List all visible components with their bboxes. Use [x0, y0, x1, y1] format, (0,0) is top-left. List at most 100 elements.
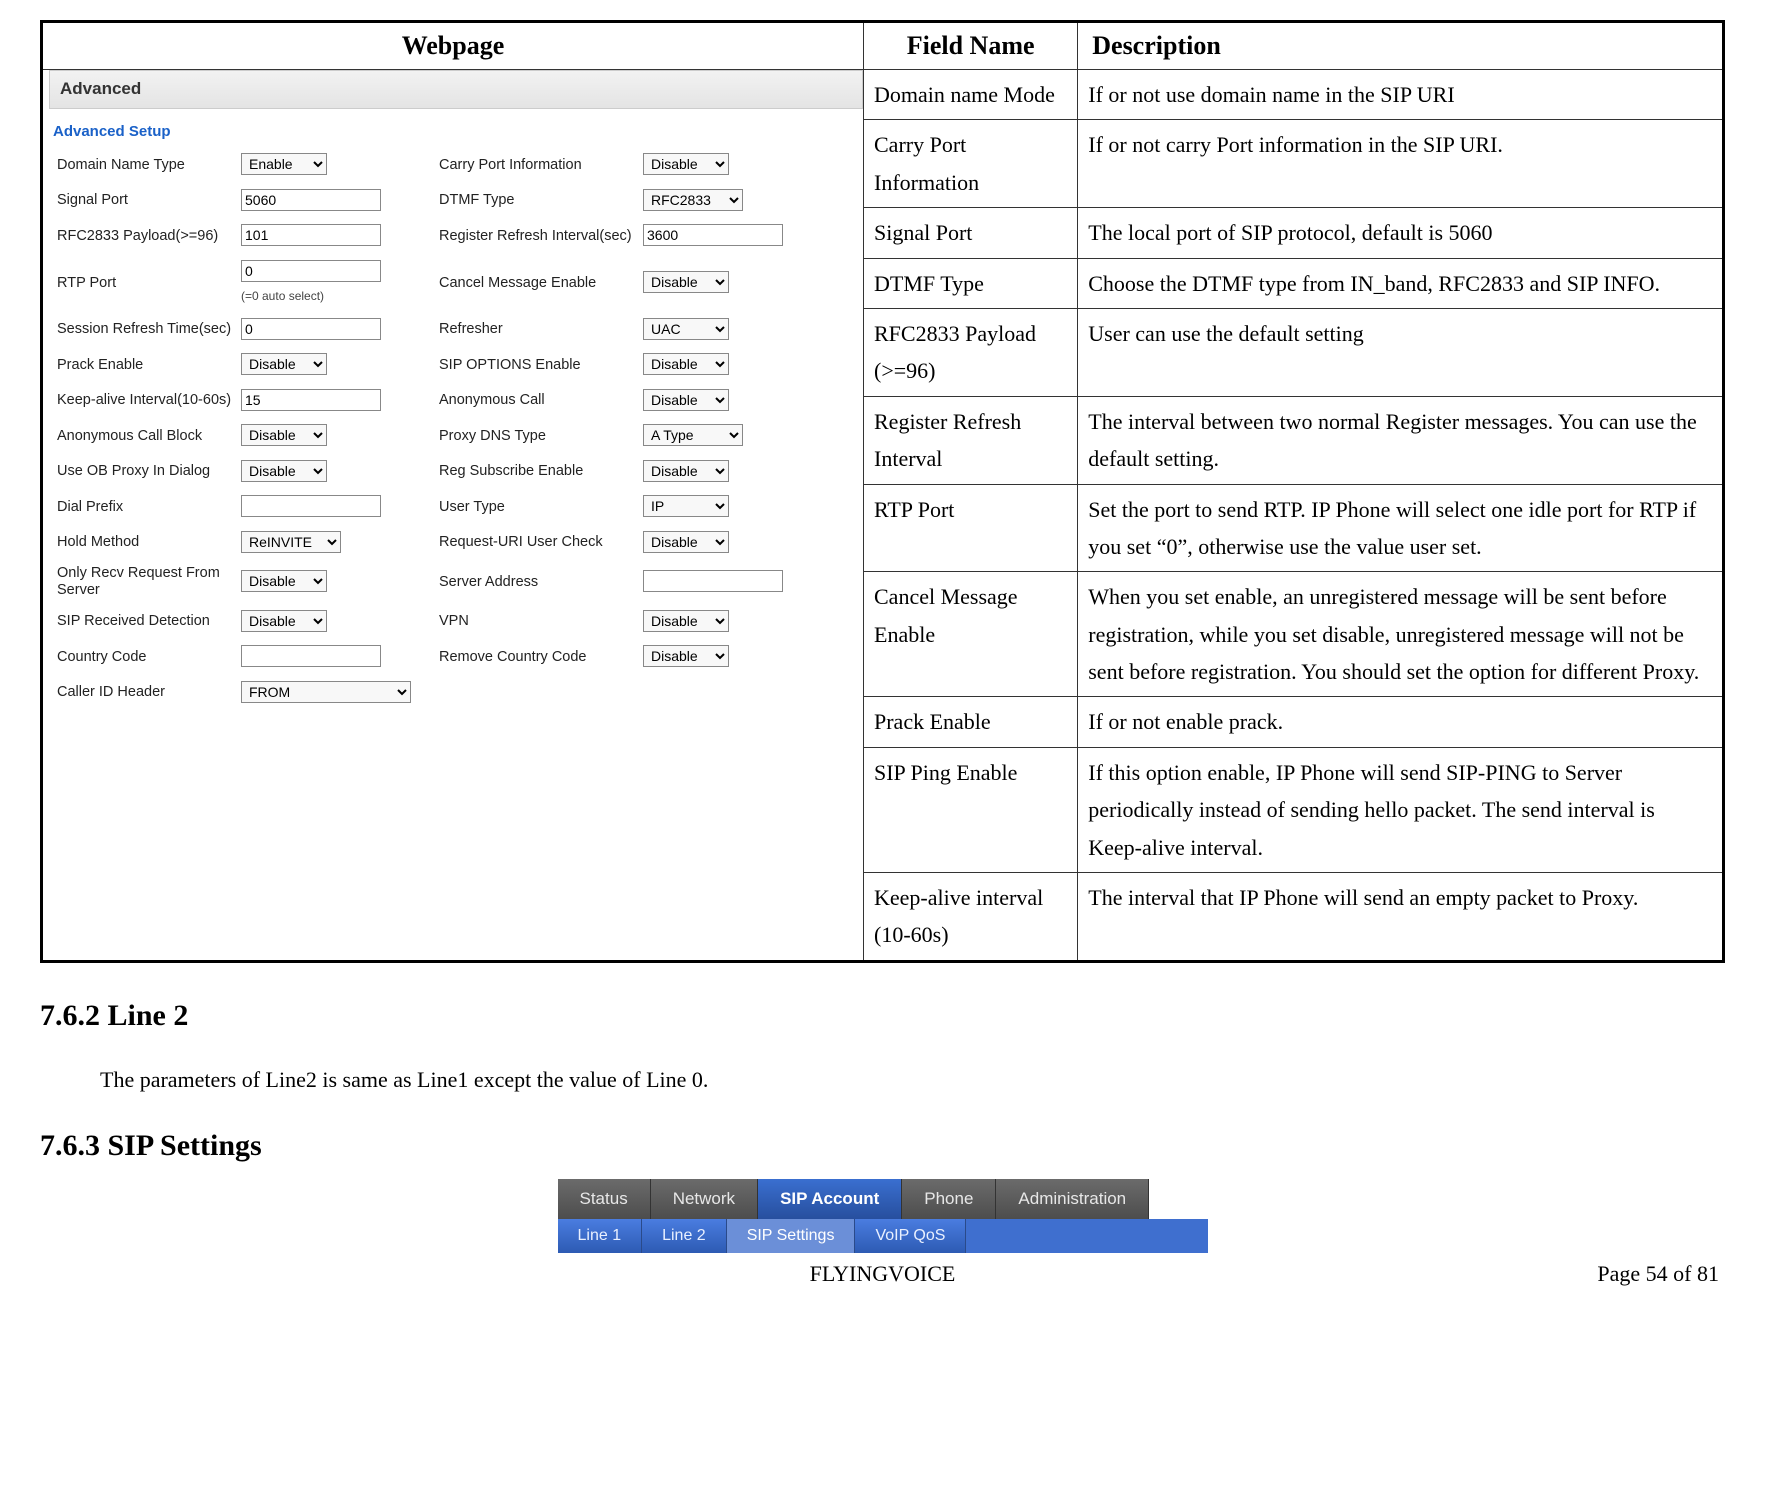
- form-label: VPN: [439, 613, 639, 630]
- page-footer: FLYINGVOICE Page 54 of 81: [40, 1261, 1725, 1287]
- description-cell: The local port of SIP protocol, default …: [1078, 208, 1724, 258]
- form-select[interactable]: Disable: [241, 610, 327, 632]
- form-label: Keep-alive Interval(10-60s): [57, 392, 237, 409]
- form-input[interactable]: [241, 389, 381, 411]
- form-select[interactable]: UAC: [643, 318, 729, 340]
- form-label: Country Code: [57, 649, 237, 666]
- form-label: Request-URI User Check: [439, 534, 639, 551]
- advanced-panel: AdvancedAdvanced Setup Domain Name TypeEn…: [43, 70, 863, 725]
- form-input[interactable]: [241, 645, 381, 667]
- form-label: Caller ID Header: [57, 684, 237, 701]
- form-input[interactable]: [241, 260, 381, 282]
- field-name-cell: RTP Port: [864, 484, 1078, 572]
- form-label: Proxy DNS Type: [439, 428, 639, 445]
- form-label: SIP Received Detection: [57, 613, 237, 630]
- form-select[interactable]: Disable: [643, 353, 729, 375]
- form-label: Reg Subscribe Enable: [439, 463, 639, 480]
- form-select[interactable]: RFC2833: [643, 189, 743, 211]
- field-name-cell: RFC2833 Payload (>=96): [864, 308, 1078, 396]
- description-cell: If this option enable, IP Phone will sen…: [1078, 747, 1724, 872]
- section-heading-762: 7.6.2 Line 2: [40, 999, 1725, 1033]
- field-name-cell: Domain name Mode: [864, 70, 1078, 120]
- field-name-cell: SIP Ping Enable: [864, 747, 1078, 872]
- sip-settings-tabs-screenshot: StatusNetworkSIP AccountPhoneAdministrat…: [558, 1179, 1208, 1253]
- form-select[interactable]: Disable: [643, 153, 729, 175]
- form-select[interactable]: Disable: [643, 389, 729, 411]
- form-label: Cancel Message Enable: [439, 275, 639, 292]
- main-tab[interactable]: Phone: [902, 1179, 996, 1219]
- section-body-762: The parameters of Line2 is same as Line1…: [100, 1067, 1725, 1093]
- col-webpage: Webpage: [42, 22, 864, 70]
- form-input[interactable]: [241, 495, 381, 517]
- main-tab[interactable]: SIP Account: [758, 1179, 902, 1219]
- col-fieldname: Field Name: [864, 22, 1078, 70]
- form-select[interactable]: Disable: [643, 531, 729, 553]
- field-name-cell: Cancel Message Enable: [864, 572, 1078, 697]
- description-cell: Choose the DTMF type from IN_band, RFC28…: [1078, 258, 1724, 308]
- form-label: Anonymous Call: [439, 392, 639, 409]
- field-name-cell: DTMF Type: [864, 258, 1078, 308]
- footer-page: Page 54 of 81: [955, 1261, 1719, 1287]
- form-label: Signal Port: [57, 192, 237, 209]
- field-description-table: Webpage Field Name Description AdvancedA…: [40, 20, 1725, 963]
- sub-tab[interactable]: Line 2: [642, 1219, 727, 1253]
- field-name-cell: Carry Port Information: [864, 120, 1078, 208]
- form-label: RTP Port: [57, 275, 237, 292]
- form-select[interactable]: FROM: [241, 681, 411, 703]
- form-input[interactable]: [241, 318, 381, 340]
- form-select[interactable]: Disable: [241, 460, 327, 482]
- form-select[interactable]: Disable: [241, 353, 327, 375]
- description-cell: If or not enable prack.: [1078, 697, 1724, 747]
- form-label: Hold Method: [57, 534, 237, 551]
- form-select[interactable]: IP: [643, 495, 729, 517]
- form-select[interactable]: Disable: [241, 424, 327, 446]
- webpage-screenshot-cell: AdvancedAdvanced Setup Domain Name TypeEn…: [42, 70, 864, 962]
- sub-tab[interactable]: SIP Settings: [727, 1219, 856, 1253]
- field-name-cell: Prack Enable: [864, 697, 1078, 747]
- form-label: Domain Name Type: [57, 157, 237, 174]
- col-description: Description: [1078, 22, 1724, 70]
- form-hint: (=0 auto select): [241, 286, 401, 306]
- form-label: Register Refresh Interval(sec): [439, 228, 639, 245]
- field-name-cell: Keep-alive interval (10-60s): [864, 873, 1078, 962]
- field-name-cell: Signal Port: [864, 208, 1078, 258]
- main-tab[interactable]: Administration: [996, 1179, 1149, 1219]
- description-cell: If or not carry Port information in the …: [1078, 120, 1724, 208]
- section-heading-763: 7.6.3 SIP Settings: [40, 1129, 1725, 1163]
- form-select[interactable]: Disable: [643, 460, 729, 482]
- form-select[interactable]: A Type: [643, 424, 743, 446]
- description-cell: When you set enable, an unregistered mes…: [1078, 572, 1724, 697]
- sub-tab[interactable]: Line 1: [558, 1219, 643, 1253]
- form-label: Remove Country Code: [439, 649, 639, 666]
- form-input[interactable]: [643, 570, 783, 592]
- field-name-cell: Register Refresh Interval: [864, 396, 1078, 484]
- footer-brand: FLYINGVOICE: [810, 1261, 956, 1287]
- form-select[interactable]: Enable: [241, 153, 327, 175]
- main-tab[interactable]: Status: [558, 1179, 651, 1219]
- form-select[interactable]: Disable: [643, 271, 729, 293]
- description-cell: The interval between two normal Register…: [1078, 396, 1724, 484]
- form-label: Anonymous Call Block: [57, 428, 237, 445]
- description-cell: Set the port to send RTP. IP Phone will …: [1078, 484, 1724, 572]
- form-label: Session Refresh Time(sec): [57, 321, 237, 338]
- form-input[interactable]: [241, 224, 381, 246]
- form-label: DTMF Type: [439, 192, 639, 209]
- advanced-setup-label: Advanced Setup: [49, 109, 863, 153]
- form-input[interactable]: [241, 189, 381, 211]
- form-select[interactable]: Disable: [643, 610, 729, 632]
- table-row: AdvancedAdvanced SetupDomain Name TypeEn…: [42, 70, 1724, 120]
- form-select[interactable]: ReINVITE: [241, 531, 341, 553]
- form-select[interactable]: Disable: [643, 645, 729, 667]
- form-label: Server Address: [439, 574, 639, 591]
- form-label: Prack Enable: [57, 357, 237, 374]
- form-label: Carry Port Information: [439, 157, 639, 174]
- form-label: SIP OPTIONS Enable: [439, 357, 639, 374]
- form-input[interactable]: [643, 224, 783, 246]
- main-tab[interactable]: Network: [651, 1179, 758, 1219]
- form-select[interactable]: Disable: [241, 570, 327, 592]
- sub-tab[interactable]: VoIP QoS: [855, 1219, 966, 1253]
- description-cell: If or not use domain name in the SIP URI: [1078, 70, 1724, 120]
- description-cell: The interval that IP Phone will send an …: [1078, 873, 1724, 962]
- form-label: RFC2833 Payload(>=96): [57, 228, 237, 245]
- advanced-header: Advanced: [49, 70, 863, 109]
